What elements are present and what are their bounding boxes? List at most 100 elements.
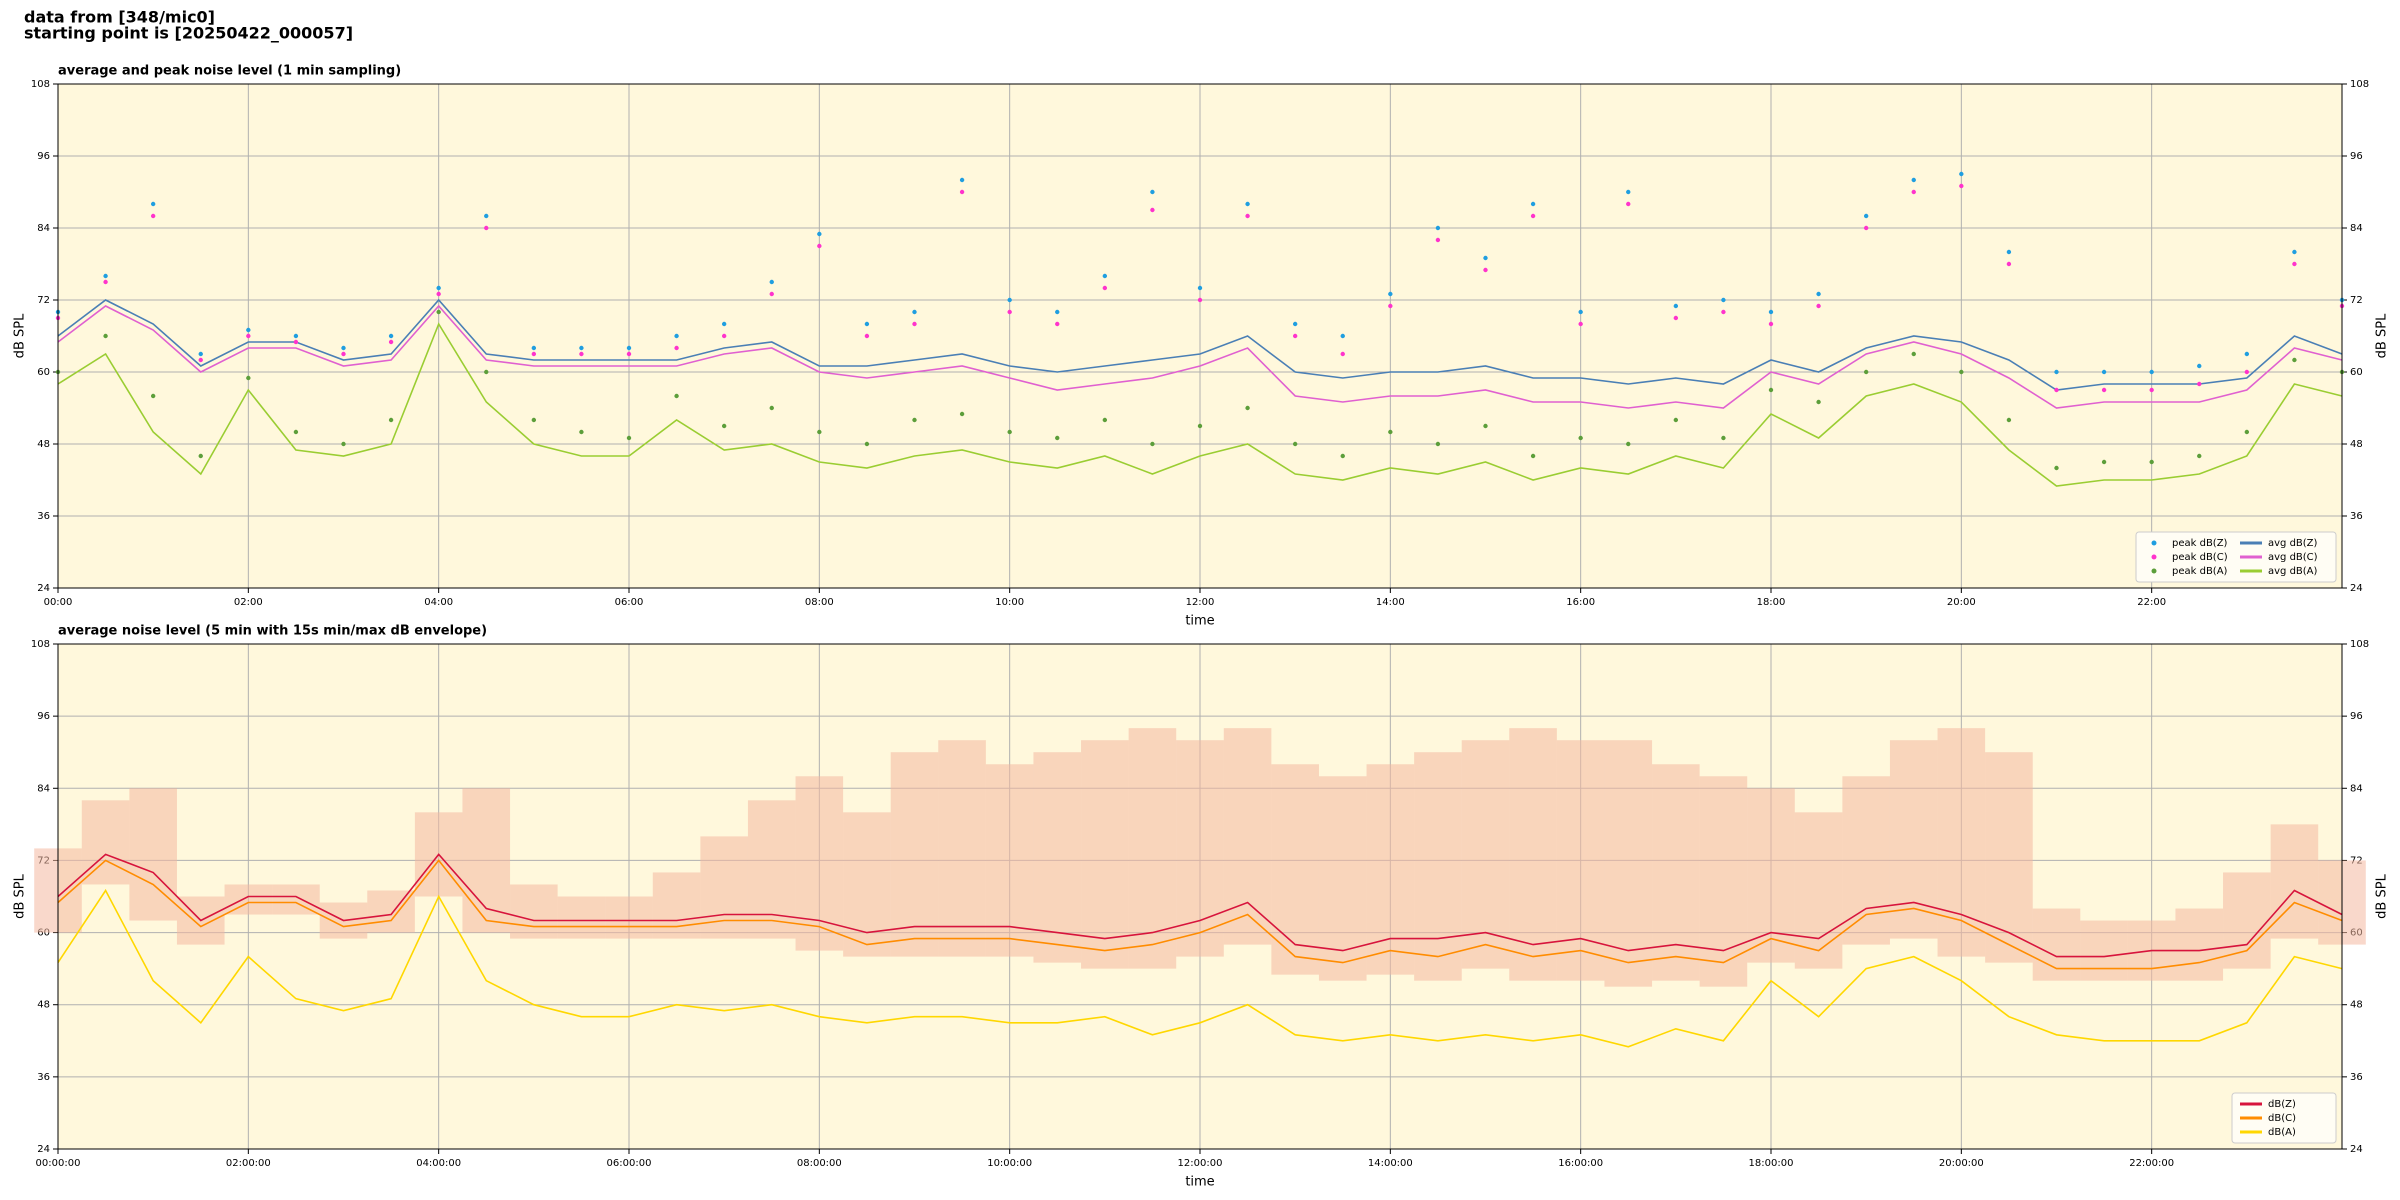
y-tick-label: 48 — [37, 439, 50, 450]
peak-point — [103, 333, 108, 339]
x-tick-label: 10:00 — [995, 597, 1024, 608]
legend-box — [2135, 531, 2337, 583]
y-tick-label: 36 — [37, 511, 50, 522]
x-tick-label: 06:00 — [615, 597, 644, 608]
envelope-band — [1652, 764, 1700, 981]
peak-point — [484, 225, 489, 231]
envelope-band — [2175, 908, 2224, 981]
peak-point — [1816, 303, 1821, 309]
envelope-band — [2080, 920, 2128, 981]
envelope-band — [2223, 872, 2271, 969]
peak-point — [1816, 291, 1821, 297]
peak-point — [1292, 321, 1298, 327]
peak-point — [198, 357, 203, 363]
peak-point — [579, 429, 584, 435]
legend-label: peak dB(C) — [2172, 552, 2228, 563]
peak-point — [959, 189, 965, 195]
peak-point — [1816, 399, 1821, 405]
peak-point — [2292, 249, 2297, 255]
peak-point — [769, 291, 774, 297]
peak-point — [150, 393, 156, 399]
peak-point — [721, 333, 727, 339]
legend-marker — [2151, 554, 2157, 560]
peak-point — [1435, 441, 1441, 447]
peak-point — [2054, 369, 2059, 375]
legend-label: dB(A) — [2268, 1127, 2296, 1138]
envelope-band — [1604, 740, 1653, 987]
peak-point — [293, 333, 299, 339]
envelope-band — [1223, 728, 1272, 945]
peak-point — [1483, 423, 1488, 429]
peak-point — [1721, 309, 1726, 315]
series-line — [57, 853, 2343, 958]
chart-title: average and peak noise level (1 min samp… — [58, 64, 401, 79]
envelope-band — [272, 884, 320, 915]
peak-point — [1007, 297, 1012, 303]
peak-point — [1197, 297, 1203, 303]
peak-point — [1626, 189, 1631, 195]
peak-point — [2054, 387, 2059, 393]
x-tick-label: 22:00:00 — [2129, 1158, 2174, 1169]
envelope-band — [1937, 728, 1986, 957]
peak-point — [2149, 369, 2154, 375]
peak-point — [817, 231, 822, 237]
envelope-band — [1271, 764, 1319, 975]
peak-point — [1388, 303, 1393, 309]
peak-point — [1673, 417, 1679, 423]
peak-point — [1388, 291, 1393, 297]
envelope-band — [843, 812, 891, 957]
x-tick-label: 04:00 — [424, 597, 453, 608]
peak-point — [436, 285, 441, 291]
peak-point — [626, 351, 632, 357]
x-tick-label: 02:00:00 — [226, 1158, 271, 1169]
peak-point — [1911, 351, 1916, 357]
x-tick-label: 08:00:00 — [797, 1158, 842, 1169]
peak-point — [817, 429, 822, 435]
x-tick-label: 16:00:00 — [1558, 1158, 1603, 1169]
peak-point — [2244, 369, 2250, 375]
legend-label: dB(C) — [2268, 1113, 2296, 1124]
peak-point — [2244, 351, 2250, 357]
y-axis-label: dB SPL — [13, 313, 28, 358]
peak-point — [2292, 357, 2297, 363]
peak-point — [103, 273, 108, 279]
peak-point — [769, 279, 774, 285]
peak-point — [1197, 285, 1203, 291]
peak-point — [1721, 435, 1726, 441]
peak-point — [103, 279, 108, 285]
peak-point — [198, 453, 203, 459]
peak-point — [1530, 213, 1536, 219]
peak-point — [1292, 441, 1298, 447]
envelope-band — [1842, 776, 1890, 945]
envelope-band — [652, 872, 701, 939]
peak-point — [2244, 429, 2250, 435]
peak-point — [2006, 249, 2012, 255]
plot-frame — [57, 643, 2343, 1150]
peak-point — [1768, 321, 1774, 327]
y-tick-label: 96 — [37, 151, 50, 162]
peak-point — [721, 321, 727, 327]
envelope-band — [462, 788, 511, 933]
peak-point — [1102, 285, 1108, 291]
peak-point — [1530, 453, 1536, 459]
peak-point — [1340, 351, 1345, 357]
envelope-band — [557, 896, 606, 939]
legend-label: dB(Z) — [2268, 1099, 2296, 1110]
peak-point — [293, 339, 299, 345]
peak-point — [2292, 261, 2297, 267]
y-tick-label: 24 — [37, 1144, 50, 1155]
peak-point — [1626, 201, 1631, 207]
peak-point — [2101, 387, 2107, 393]
legend-marker — [2151, 540, 2157, 546]
peak-point — [1102, 417, 1108, 423]
envelope-band — [129, 788, 177, 921]
y-tick-label: 48 — [37, 1000, 50, 1011]
header-line: starting point is [20250422_000057] — [24, 24, 353, 43]
series-line — [57, 322, 2343, 487]
peak-point — [436, 291, 441, 297]
y-tick-label: 48 — [2350, 1000, 2363, 1011]
y-tick-label: 24 — [2350, 583, 2363, 594]
peak-point — [579, 351, 584, 357]
peak-point — [2101, 459, 2107, 465]
peak-point — [1435, 225, 1441, 231]
